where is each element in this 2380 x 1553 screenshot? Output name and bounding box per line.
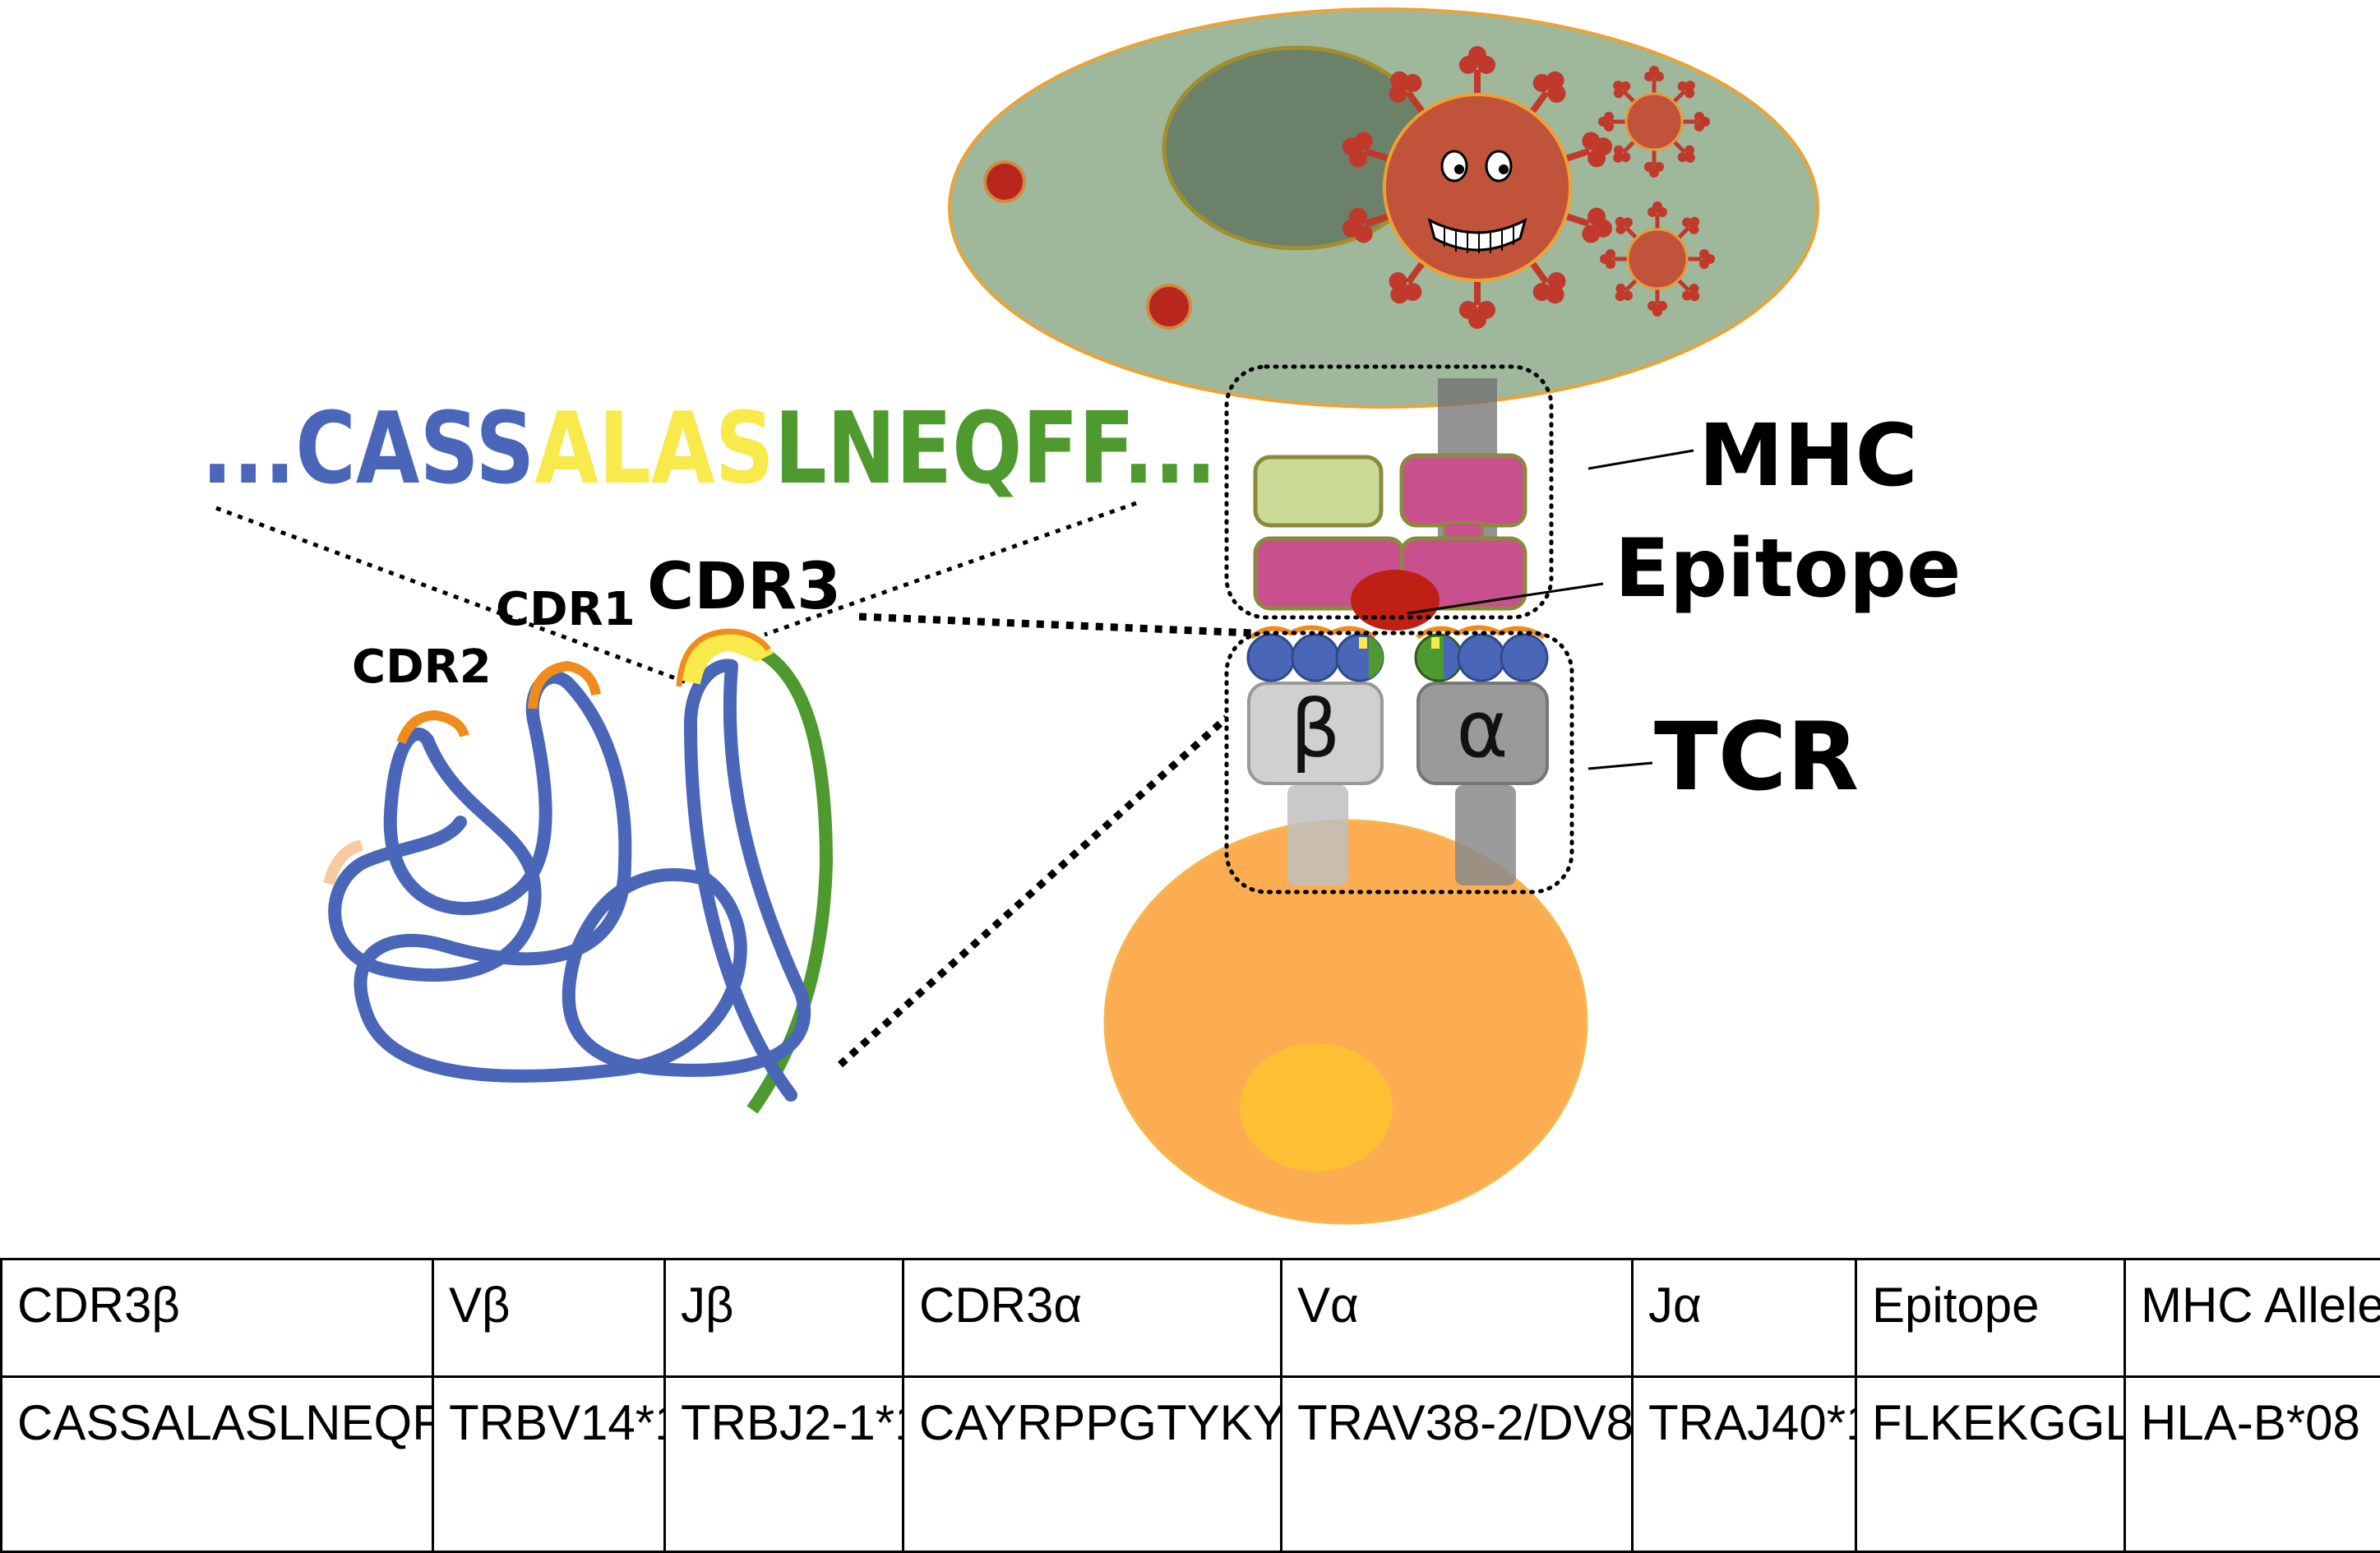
table-cell: CAYRPPGTYKYIF <box>903 1377 1282 1552</box>
zoom-line <box>859 617 1254 633</box>
table-cell: TRAJ40*1 <box>1633 1377 1856 1552</box>
header-cell: Vα <box>1282 1260 1633 1377</box>
sequence-n-segment: ALAS <box>534 392 774 506</box>
tcr-alpha-transmembrane <box>1455 785 1516 885</box>
table-cell: TRBV14*1 <box>433 1377 665 1552</box>
table-row: CASSALASLNEQFF TRBV14*1 TRBJ2-1*1 CAYRPP… <box>2 1377 2380 1552</box>
sequence-suffix: ... <box>1123 392 1217 506</box>
table-cell: CASSALASLNEQFF <box>2 1377 433 1552</box>
sequence-prefix: ... <box>201 392 295 506</box>
sequence-j-segment: LNEQFF <box>774 392 1128 506</box>
mhc-complex <box>1255 378 1525 631</box>
tcr-alpha-variable-domain <box>1416 628 1547 682</box>
sequence-v-segment: CASS <box>295 392 534 506</box>
tcr-label: TCR <box>1654 702 1859 811</box>
table-cell: HLA-B*08 <box>2125 1377 2380 1552</box>
epitope-label: Epitope <box>1615 522 1961 616</box>
tcr-leader-line <box>1588 763 1652 769</box>
header-cell: MHC Allele <box>2125 1260 2380 1377</box>
vesicle <box>985 162 1024 201</box>
tcr-beta-variable-domain <box>1248 628 1384 682</box>
virus-icon <box>1598 66 1710 178</box>
virus-icon <box>1600 201 1715 317</box>
header-cell: CDR3β <box>2 1260 433 1377</box>
cdr2-label: CDR2 <box>352 640 492 694</box>
header-cell: Epitope <box>1856 1260 2125 1377</box>
tcr-mhc-diagram: β α MHC Epitope TCR <box>0 0 2380 1258</box>
cdr1-label: CDR1 <box>496 583 635 636</box>
epitope-peptide <box>1351 570 1440 631</box>
vesicle <box>1148 285 1190 328</box>
t-cell-nucleus <box>1240 1043 1393 1172</box>
alpha-symbol: α <box>1456 683 1508 775</box>
mhc-leader-line <box>1588 451 1694 469</box>
mhc-alpha3-domain <box>1402 455 1525 525</box>
tcr-data-table: CDR3β Vβ Jβ CDR3α Vα Jα Epitope MHC Alle… <box>0 1258 2380 1553</box>
cdr3-sequence: ...CASSALASLNEQFF... <box>201 392 1217 506</box>
infected-cell <box>950 9 1818 407</box>
cdr3-label: CDR3 <box>647 550 841 624</box>
mhc-beta2m-domain <box>1255 457 1381 525</box>
header-cell: Vβ <box>433 1260 665 1377</box>
mhc-label: MHC <box>1698 405 1918 506</box>
table-cell: FLKEKGGL <box>1856 1377 2125 1552</box>
table-header-row: CDR3β Vβ Jβ CDR3α Vα Jα Epitope MHC Alle… <box>2 1260 2380 1377</box>
header-cell: CDR3α <box>903 1260 1282 1377</box>
table-cell: TRAV38-2/DV8*1 <box>1282 1377 1633 1552</box>
tcr-chain-ribbon <box>329 631 826 1110</box>
header-cell: Jβ <box>665 1260 903 1377</box>
table-cell: TRBJ2-1*1 <box>665 1377 903 1552</box>
beta-symbol: β <box>1290 683 1340 775</box>
header-cell: Jα <box>1633 1260 1856 1377</box>
tcr-beta-transmembrane <box>1287 785 1348 885</box>
